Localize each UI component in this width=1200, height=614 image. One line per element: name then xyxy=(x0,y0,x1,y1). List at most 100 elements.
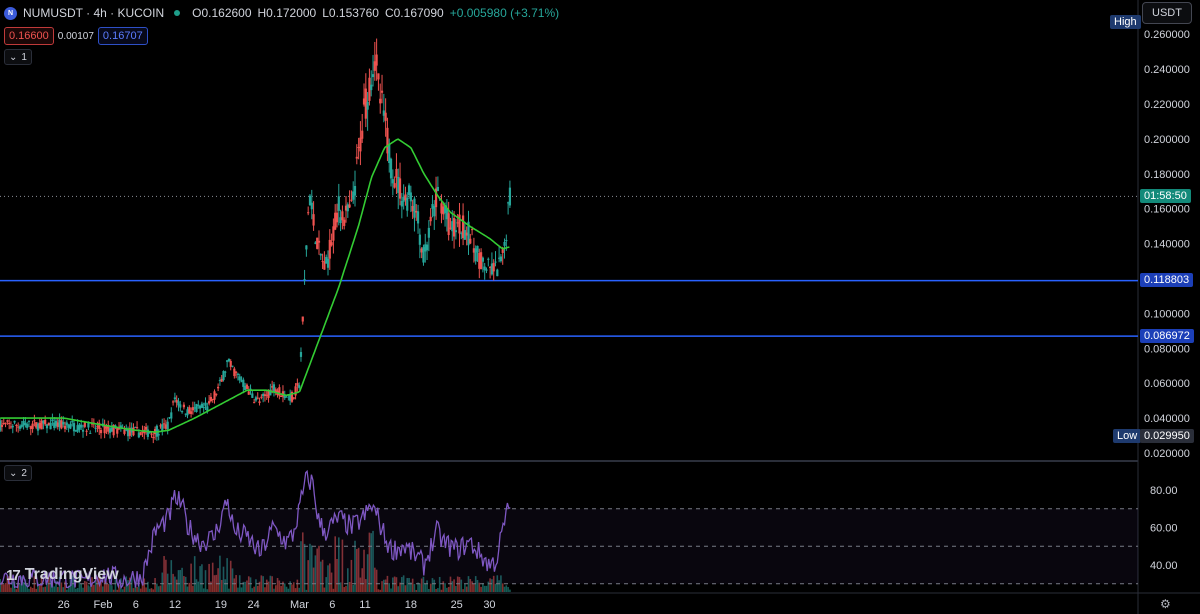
candle-body xyxy=(81,429,85,432)
candle-body xyxy=(20,424,23,427)
volume-bar xyxy=(476,580,479,592)
volume-bar xyxy=(100,579,102,592)
volume-bar xyxy=(318,545,320,592)
volume-bar xyxy=(129,577,131,592)
volume-bar xyxy=(22,582,25,592)
volume-bar xyxy=(483,585,486,592)
candle-body xyxy=(184,413,187,415)
candle-body xyxy=(400,201,403,207)
volume-bar xyxy=(89,586,92,592)
volume-bar xyxy=(285,586,288,592)
candle-body xyxy=(352,191,355,200)
candle-body xyxy=(454,230,457,233)
candle-body xyxy=(126,429,130,437)
volume-bar xyxy=(195,579,198,592)
volume-bar xyxy=(451,581,454,592)
candle-body xyxy=(253,402,256,404)
volume-bar xyxy=(75,588,77,592)
candle-body xyxy=(168,417,171,419)
candle-body xyxy=(110,427,113,432)
volume-bar xyxy=(154,578,156,592)
symbol-title[interactable]: NUMUSDT · 4h · KUCOIN xyxy=(23,6,165,20)
volume-bar xyxy=(282,581,284,592)
candle-body xyxy=(62,422,65,425)
volume-bar xyxy=(507,587,509,592)
candle-body xyxy=(442,206,445,215)
rsi-line xyxy=(0,469,511,590)
candle-body xyxy=(370,84,373,91)
volume-bar xyxy=(78,575,81,592)
volume-bar xyxy=(139,588,142,592)
volume-bar xyxy=(303,543,306,592)
candle-body xyxy=(215,393,218,395)
volume-bar xyxy=(381,581,383,592)
candle-body xyxy=(458,214,461,234)
buy-button[interactable]: 0.16707 xyxy=(97,27,148,45)
candle-body xyxy=(310,202,313,210)
quote-row: 0.16600 0.00107 0.16707 xyxy=(4,27,148,45)
support-1-tag[interactable]: 0.118803 xyxy=(1140,273,1194,287)
volume-bar xyxy=(156,583,158,592)
candle-body xyxy=(119,425,122,429)
candle-body xyxy=(191,407,194,411)
volume-bar xyxy=(67,585,70,592)
volume-bar xyxy=(294,588,297,592)
candle-body xyxy=(434,188,438,208)
volume-bar xyxy=(298,587,300,592)
candle-body xyxy=(503,241,506,246)
currency-button[interactable]: USDT xyxy=(1142,2,1192,24)
price-tick-label: 0.260000 xyxy=(1144,29,1190,41)
volume-bar xyxy=(334,536,336,592)
candle-body xyxy=(343,219,346,226)
volume-bar xyxy=(29,586,32,592)
candle-body xyxy=(49,422,52,430)
candle-body xyxy=(274,389,277,394)
volume-bar xyxy=(419,583,421,592)
volume-bar xyxy=(352,584,355,592)
candle-body xyxy=(296,383,299,386)
candle-body xyxy=(195,404,198,412)
candle-body xyxy=(507,202,510,204)
volume-bar xyxy=(415,589,418,592)
volume-bar xyxy=(132,588,135,592)
gear-icon[interactable]: ⚙ xyxy=(1160,597,1171,611)
candle-body xyxy=(69,423,72,429)
market-status-icon xyxy=(174,10,181,16)
volume-bar xyxy=(401,577,403,592)
candle-body xyxy=(27,420,31,422)
candle-body xyxy=(244,386,247,390)
price-tick-label: 0.060000 xyxy=(1144,378,1190,390)
volume-bar xyxy=(462,589,464,592)
candle-body xyxy=(80,424,83,428)
volume-bar xyxy=(181,567,183,592)
candle-body xyxy=(182,404,185,408)
volume-bar xyxy=(26,584,28,592)
pane-1-toggle[interactable]: ⌄ 1 xyxy=(4,49,32,65)
currency-label: USDT xyxy=(1152,7,1182,19)
candle-body xyxy=(53,422,56,428)
volume-bar xyxy=(278,580,281,592)
candle-body xyxy=(242,379,245,387)
volume-bar xyxy=(55,580,57,592)
pane-2-toggle[interactable]: ⌄ 2 xyxy=(4,465,32,481)
volume-bar xyxy=(345,585,347,592)
support-2-tag[interactable]: 0.086972 xyxy=(1140,329,1194,343)
price-tick-label: 0.240000 xyxy=(1144,64,1190,76)
candle-body xyxy=(357,146,360,148)
volume-bar xyxy=(467,576,470,592)
volume-bar xyxy=(123,586,126,592)
volume-bar xyxy=(509,589,511,592)
volume-bar xyxy=(330,572,333,592)
volume-bar xyxy=(440,589,443,592)
volume-bar xyxy=(143,578,146,592)
sell-button[interactable]: 0.16600 xyxy=(4,27,54,45)
candle-body xyxy=(188,407,191,414)
candle-body xyxy=(74,430,77,432)
candle-body xyxy=(180,411,184,413)
candle-body xyxy=(175,399,178,403)
volume-bar xyxy=(116,589,119,592)
volume-bar xyxy=(2,584,5,592)
volume-bar xyxy=(393,576,396,592)
